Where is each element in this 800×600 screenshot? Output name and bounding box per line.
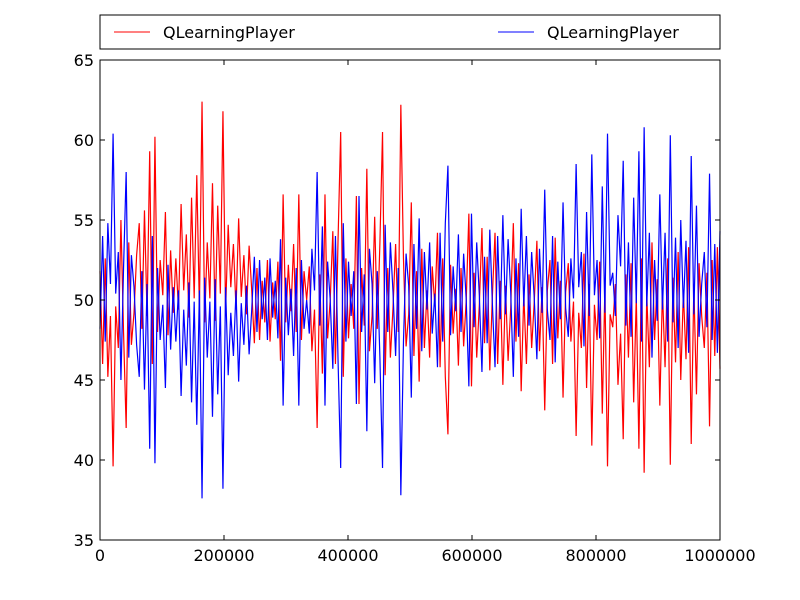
series-lines bbox=[99, 101, 721, 499]
x-tick-label: 400000 bbox=[317, 546, 378, 565]
x-tick-label: 0 bbox=[95, 546, 105, 565]
series-line-2 bbox=[99, 127, 721, 499]
y-tick-label: 55 bbox=[74, 211, 94, 230]
x-tick-label: 1000000 bbox=[684, 546, 755, 565]
plot-background bbox=[100, 60, 720, 540]
legend-frame bbox=[99, 14, 721, 50]
series-line-1 bbox=[99, 101, 721, 473]
y-tick-label: 65 bbox=[74, 51, 94, 70]
legend-label-series-1: QLearningPlayer bbox=[163, 23, 295, 42]
y-tick-label: 45 bbox=[74, 371, 94, 390]
x-tick-label: 600000 bbox=[441, 546, 502, 565]
plot-area bbox=[99, 59, 721, 541]
y-tick-label: 40 bbox=[74, 451, 94, 470]
y-tick-label: 50 bbox=[74, 291, 94, 310]
y-tick-label: 60 bbox=[74, 131, 94, 150]
y-tick-label: 35 bbox=[74, 531, 94, 550]
x-tick-label: 800000 bbox=[565, 546, 626, 565]
y-axis: 35 40 45 50 55 60 65 bbox=[74, 51, 720, 550]
x-tick-label: 200000 bbox=[193, 546, 254, 565]
x-axis: 0 200000 400000 600000 800000 1000000 bbox=[95, 60, 756, 565]
legend-label-series-2: QLearningPlayer bbox=[547, 23, 679, 42]
legend: QLearningPlayer QLearningPlayer bbox=[99, 14, 721, 50]
